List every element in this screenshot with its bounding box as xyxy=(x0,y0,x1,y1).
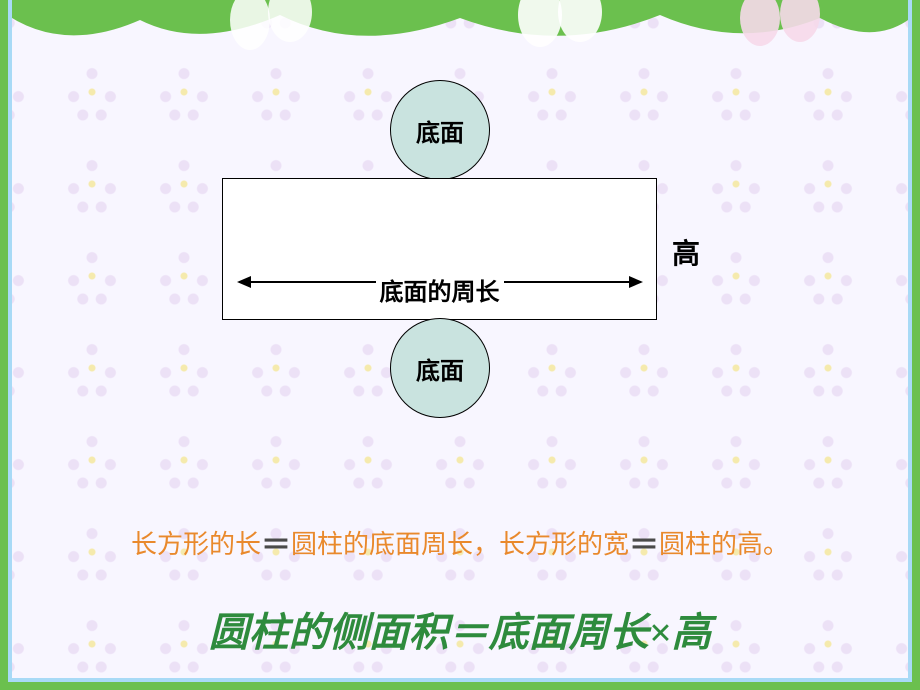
cylinder-net-diagram: 底面 底面的周长 底面 高 xyxy=(0,70,920,420)
lateral-rectangle: 底面的周长 xyxy=(222,178,657,320)
perimeter-label: 底面的周长 xyxy=(376,272,504,307)
perimeter-arrow-head-right xyxy=(629,276,643,288)
top-base-circle: 底面 xyxy=(390,80,490,180)
statement-part: 圆柱的高。 xyxy=(659,530,789,559)
top-base-label: 底面 xyxy=(416,113,464,148)
equals-sign: ＝ xyxy=(261,529,291,562)
bottom-base-circle: 底面 xyxy=(390,318,490,418)
equivalence-statement: 长方形的长＝圆柱的底面周长，长方形的宽＝圆柱的高。 xyxy=(0,518,920,562)
bottom-base-label: 底面 xyxy=(416,351,464,386)
height-label: 高 xyxy=(672,232,700,272)
statement-part: 长方形的长 xyxy=(131,530,261,559)
perimeter-arrow-head-left xyxy=(237,276,251,288)
lateral-area-formula: 圆柱的侧面积＝底面周长×高 xyxy=(0,600,920,658)
statement-part: 圆柱的底面周长，长方形的宽 xyxy=(291,530,629,559)
equals-sign: ＝ xyxy=(629,529,659,562)
